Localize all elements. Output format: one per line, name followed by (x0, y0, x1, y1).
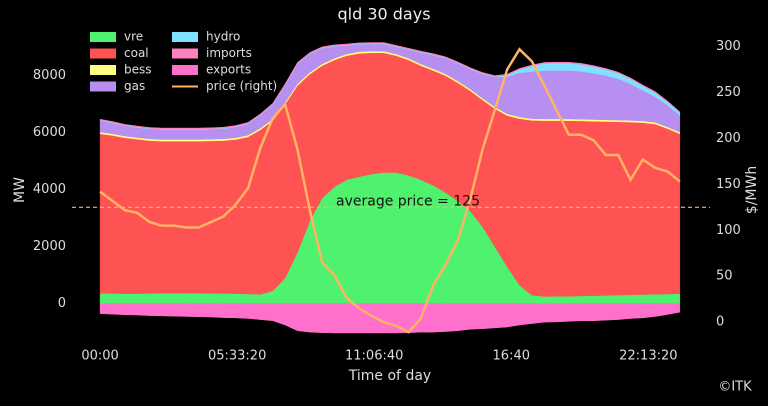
area-5 (99, 42, 681, 130)
legend-label: price (right) (206, 79, 277, 93)
x-tick-label: 16:40 (493, 349, 530, 364)
plot-area (99, 42, 681, 334)
y2-tick-label: 50 (716, 269, 733, 284)
legend-swatch (172, 65, 198, 75)
y2-tick-label: 100 (716, 223, 741, 238)
chart-title: qld 30 days (337, 5, 430, 24)
y-tick-label: 0 (58, 296, 66, 311)
legend-label: hydro (206, 30, 240, 44)
x-tick-label: 22:13:20 (619, 349, 677, 364)
x-axis-label: Time of day (348, 368, 431, 384)
y-tick-label: 2000 (33, 239, 66, 254)
legend-label: gas (124, 79, 145, 93)
legend-label: coal (124, 46, 149, 60)
legend-label: exports (206, 63, 251, 77)
legend-swatch (172, 32, 198, 42)
y-axis-label: MW (12, 177, 28, 203)
footer: ©ITK (718, 380, 752, 395)
legend-label: vre (124, 30, 143, 44)
legend-swatch (90, 81, 116, 92)
area-6 (99, 303, 681, 334)
legend-swatch (90, 48, 116, 59)
y2-tick-label: 150 (716, 177, 741, 192)
x-tick-label: 00:00 (81, 349, 118, 364)
legend-label: imports (206, 46, 252, 60)
legend-swatch (90, 65, 116, 75)
y-tick-label: 4000 (33, 182, 66, 197)
y2-axis-label: $/MWh (744, 166, 760, 214)
x-tick-label: 05:33:20 (208, 349, 266, 364)
y2-tick-label: 0 (716, 315, 724, 330)
y2-tick-label: 200 (716, 131, 741, 146)
y2-tick-label: 300 (716, 39, 741, 54)
legend-label: bess (124, 63, 152, 77)
legend-swatch (172, 48, 198, 59)
legend-swatch (90, 32, 116, 42)
price-line (99, 47, 681, 334)
x-tick-label: 11:06:40 (345, 349, 403, 364)
y-tick-label: 8000 (33, 68, 66, 83)
annotation: average price = 125 (336, 193, 480, 209)
y-tick-label: 6000 (33, 125, 66, 140)
y2-tick-label: 250 (716, 85, 741, 100)
